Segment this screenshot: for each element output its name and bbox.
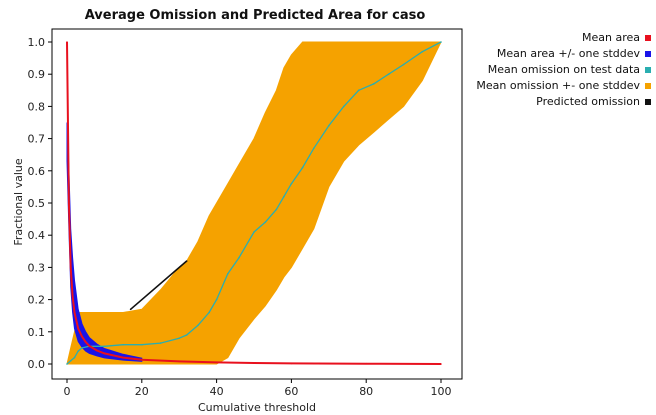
legend-label-predicted-omission: Predicted omission xyxy=(536,95,640,108)
y-tick-label: 0.6 xyxy=(28,165,46,178)
line-mean-omission-on-test-data xyxy=(66,41,442,365)
legend-swatch-mean-omission-one-stddev xyxy=(645,83,651,89)
point-mean-omission-on-test-data xyxy=(122,343,124,346)
point-mean-area xyxy=(122,356,124,359)
point-mean-omission-on-test-data xyxy=(357,89,360,92)
legend-label-mean-omission-on-test-data: Mean omission on test data xyxy=(488,63,640,76)
point-mean-omission-on-test-data xyxy=(343,105,345,108)
point-mean-omission-on-test-data xyxy=(77,350,79,352)
point-predicted-omission xyxy=(185,260,188,262)
x-tick-label: 20 xyxy=(135,385,149,398)
point-mean-area xyxy=(253,362,255,364)
point-mean-area xyxy=(77,327,79,330)
y-tick-label: 0.0 xyxy=(28,358,46,371)
point-mean-omission-on-test-data xyxy=(253,231,255,233)
point-mean-area xyxy=(84,341,87,343)
legend-swatch-predicted-omission xyxy=(645,99,651,105)
point-mean-omission-on-test-data xyxy=(73,356,76,359)
point-mean-omission-on-test-data xyxy=(197,324,199,327)
y-tick-label: 0.4 xyxy=(28,229,46,242)
chart-title: Average Omission and Predicted Area for … xyxy=(85,8,426,23)
x-axis-label: Cumulative threshold xyxy=(198,401,316,414)
lines-layer xyxy=(66,41,442,365)
point-mean-area xyxy=(73,311,76,314)
point-mean-omission-on-test-data xyxy=(440,41,442,43)
legend-swatch-mean-area xyxy=(645,35,651,41)
point-mean-area xyxy=(215,361,218,364)
point-mean-area xyxy=(178,360,180,363)
point-mean-omission-on-test-data xyxy=(81,347,83,349)
point-mean-omission-on-test-data xyxy=(159,342,162,344)
y-tick-label: 0.2 xyxy=(28,294,46,307)
legend-label-mean-omission-one-stddev: Mean omission +- one stddev xyxy=(476,79,640,92)
point-mean-area xyxy=(68,202,70,204)
y-tick-label: 0.1 xyxy=(28,326,46,339)
point-mean-omission-on-test-data xyxy=(103,345,106,348)
legend-swatch-mean-area-one-stddev xyxy=(645,51,651,57)
point-mean-area xyxy=(71,295,74,298)
y-axis-label: Fractional value xyxy=(12,158,25,245)
legend: Mean area Mean area +/- one stddev Mean om… xyxy=(476,31,651,108)
x-tick-label: 40 xyxy=(210,385,224,398)
point-mean-omission-on-test-data xyxy=(69,360,72,362)
point-mean-area xyxy=(81,335,83,338)
point-mean-omission-on-test-data xyxy=(238,256,240,259)
legend-swatch-mean-omission-on-test-data xyxy=(645,67,651,73)
point-mean-area xyxy=(290,362,293,365)
point-mean-omission-on-test-data xyxy=(283,195,285,198)
band-mean-area-one-stddev xyxy=(66,122,143,362)
y-tick-label: 0.5 xyxy=(28,197,46,210)
x-tick-label: 100 xyxy=(431,385,452,398)
point-mean-omission-on-test-data xyxy=(421,50,424,53)
point-mean-area xyxy=(96,349,98,352)
point-mean-omission-on-test-data xyxy=(215,298,218,301)
point-mean-area xyxy=(69,266,72,269)
point-mean-omission-on-test-data xyxy=(275,208,278,211)
y-tick-label: 0.3 xyxy=(28,261,46,274)
point-mean-omission-on-test-data xyxy=(387,73,390,75)
point-mean-omission-on-test-data xyxy=(178,337,180,340)
y-tick-label: 0.8 xyxy=(28,100,46,113)
point-mean-omission-on-test-data xyxy=(208,311,210,314)
point-mean-area xyxy=(141,359,143,361)
ticks-layer: 0 20 40 60 80 100 0.0 0.1 0.2 0.3 0.4 0.5 0.6 0.7 0.8 0… xyxy=(28,36,452,398)
point-mean-omission-on-test-data xyxy=(66,363,68,365)
point-mean-omission-on-test-data xyxy=(227,273,229,275)
x-tick-label: 0 xyxy=(64,385,71,398)
point-mean-area xyxy=(66,41,68,43)
legend-label-mean-area: Mean area xyxy=(582,31,640,44)
point-mean-omission-on-test-data xyxy=(264,221,267,224)
point-mean-omission-on-test-data xyxy=(402,63,405,66)
point-predicted-omission xyxy=(129,308,132,311)
point-mean-omission-on-test-data xyxy=(141,343,143,346)
point-mean-area xyxy=(88,345,91,347)
point-mean-area xyxy=(103,352,106,355)
x-tick-label: 80 xyxy=(359,385,373,398)
point-mean-omission-on-test-data xyxy=(290,182,293,185)
point-mean-omission-on-test-data xyxy=(185,334,188,336)
point-mean-omission-on-test-data xyxy=(372,83,375,85)
y-tick-label: 0.7 xyxy=(28,133,46,146)
point-mean-area xyxy=(440,363,442,365)
point-mean-omission-on-test-data xyxy=(301,166,304,169)
line-predicted-omission xyxy=(130,260,188,310)
point-mean-omission-on-test-data xyxy=(328,124,330,127)
point-mean-omission-on-test-data xyxy=(313,147,315,150)
plot-frame xyxy=(51,28,463,380)
y-tick-label: 1.0 xyxy=(28,36,46,49)
legend-label-mean-area-one-stddev: Mean area +/- one stddev xyxy=(497,47,641,60)
x-tick-label: 60 xyxy=(284,385,298,398)
point-mean-area xyxy=(365,362,368,365)
y-tick-label: 0.9 xyxy=(28,68,46,81)
